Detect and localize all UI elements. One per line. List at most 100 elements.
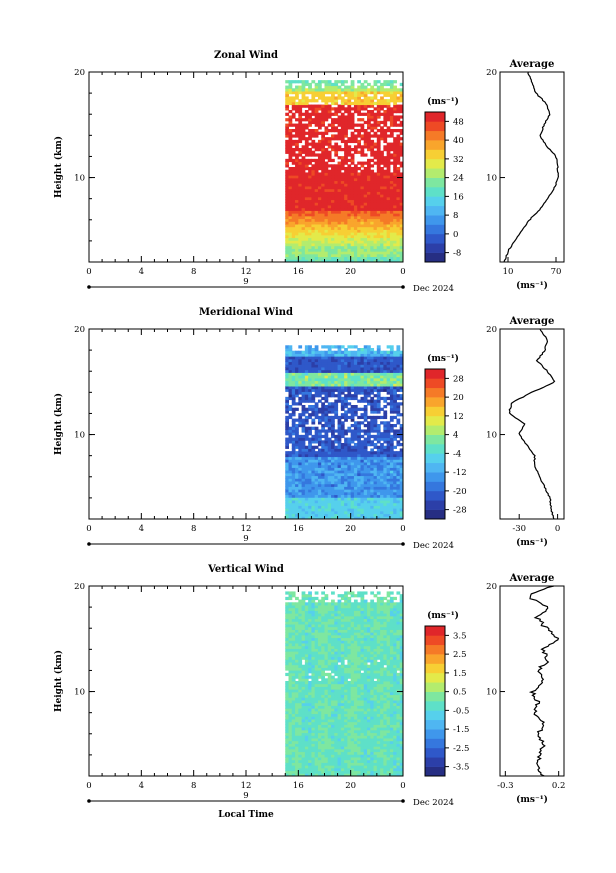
heatmap-cell: [347, 494, 352, 498]
heatmap-cell: [308, 500, 312, 504]
heatmap-cell: [373, 489, 378, 493]
heatmap-cell: [334, 415, 339, 420]
heatmap-cell: [324, 375, 329, 379]
heatmap-cell: [298, 369, 303, 373]
heatmap-cell: [291, 607, 296, 611]
heatmap-cell: [386, 148, 391, 152]
heatmap-cell: [386, 205, 391, 209]
heatmap-cell: [380, 500, 384, 504]
heatmap-cell: [386, 445, 391, 449]
heatmap-cell: [301, 670, 306, 674]
heatmap-cell: [347, 251, 352, 255]
heatmap-cell: [285, 224, 290, 228]
heatmap-cell: [350, 101, 355, 106]
heatmap-cell: [295, 743, 299, 747]
heatmap-cell: [340, 101, 345, 106]
panel-title: Zonal Wind: [214, 50, 278, 61]
heatmap-cell: [383, 120, 388, 125]
heatmap-cell: [370, 467, 375, 471]
heatmap-cell: [383, 489, 388, 493]
heatmap-cell: [357, 467, 361, 471]
heatmap-cell: [337, 88, 342, 92]
heatmap-cell: [314, 237, 319, 241]
heatmap-cell: [311, 191, 316, 195]
heatmap-cell: [308, 637, 312, 641]
heatmap-cell: [386, 112, 391, 116]
heatmap-cell: [321, 205, 325, 209]
heatmap-cell: [324, 229, 329, 233]
heatmap-cell: [304, 634, 309, 639]
heatmap-cell: [363, 369, 368, 373]
heatmap-cell: [399, 177, 404, 182]
heatmap-cell: [344, 234, 348, 239]
heatmap-cell: [298, 721, 303, 725]
heatmap-cell: [331, 91, 335, 95]
heatmap-cell: [324, 91, 329, 95]
heatmap-cell: [353, 224, 358, 228]
heatmap-cell: [360, 199, 365, 203]
heatmap-cell: [370, 402, 375, 406]
heatmap-cell: [376, 497, 381, 501]
heatmap-cell: [327, 145, 332, 149]
heatmap-cell: [327, 199, 332, 203]
heatmap-cell: [314, 402, 319, 406]
heatmap-cell: [291, 245, 296, 249]
heatmap-cell: [301, 651, 306, 655]
heatmap-cell: [367, 194, 371, 198]
heatmap-cell: [347, 234, 352, 239]
heatmap-cell: [334, 134, 339, 138]
heatmap-cell: [344, 448, 348, 452]
heatmap-cell: [380, 396, 384, 401]
heatmap-cell: [370, 218, 375, 222]
heatmap-cell: [327, 516, 332, 520]
heatmap-cell: [340, 429, 345, 433]
heatmap-cell: [295, 213, 299, 217]
heatmap-cell: [308, 610, 312, 614]
heatmap-cell: [396, 196, 401, 201]
heatmap-cell: [399, 467, 404, 471]
heatmap-cell: [298, 672, 303, 677]
heatmap-cell: [331, 394, 335, 398]
heatmap-cell: [321, 169, 325, 173]
heatmap-cell: [295, 719, 299, 723]
heatmap-cell: [288, 721, 293, 725]
heatmap-cell: [396, 380, 401, 384]
heatmap-cell: [340, 207, 345, 211]
heatmap-cell: [340, 96, 345, 100]
heatmap-cell: [314, 415, 319, 420]
heatmap-cell: [314, 253, 319, 258]
heatmap-cell: [393, 188, 397, 192]
heatmap-cell: [291, 486, 296, 490]
heatmap-cell: [308, 751, 312, 755]
heatmap-cell: [360, 383, 365, 387]
heatmap-cell: [301, 746, 306, 750]
heatmap-cell: [376, 383, 381, 387]
heatmap-cell: [308, 621, 312, 625]
heatmap-cell: [399, 251, 404, 255]
heatmap-cell: [370, 478, 375, 482]
heatmap-cell: [295, 156, 299, 160]
heatmap-cell: [367, 148, 371, 152]
heatmap-cell: [357, 229, 361, 233]
heatmap-cell: [399, 88, 404, 92]
heatmap-cell: [340, 399, 345, 403]
heatmap-cell: [308, 464, 312, 468]
heatmap-cell: [298, 391, 303, 395]
heatmap-cell: [327, 245, 332, 249]
heatmap-cell: [331, 205, 335, 209]
heatmap-cell: [295, 735, 299, 739]
heatmap-cell: [288, 632, 293, 636]
heatmap-cell: [304, 367, 309, 371]
heatmap-cell: [317, 451, 322, 455]
heatmap-cell: [301, 738, 306, 742]
heatmap-cell: [357, 205, 361, 209]
colorbar-swatch: [425, 233, 445, 244]
heatmap-cell: [367, 134, 371, 138]
heatmap-cell: [337, 237, 342, 241]
heatmap-cell: [357, 415, 361, 420]
heatmap-cell: [376, 462, 381, 466]
heatmap-cell: [363, 472, 368, 477]
heatmap-cell: [380, 150, 384, 154]
heatmap-cell: [367, 229, 371, 233]
heatmap-cell: [383, 437, 388, 441]
